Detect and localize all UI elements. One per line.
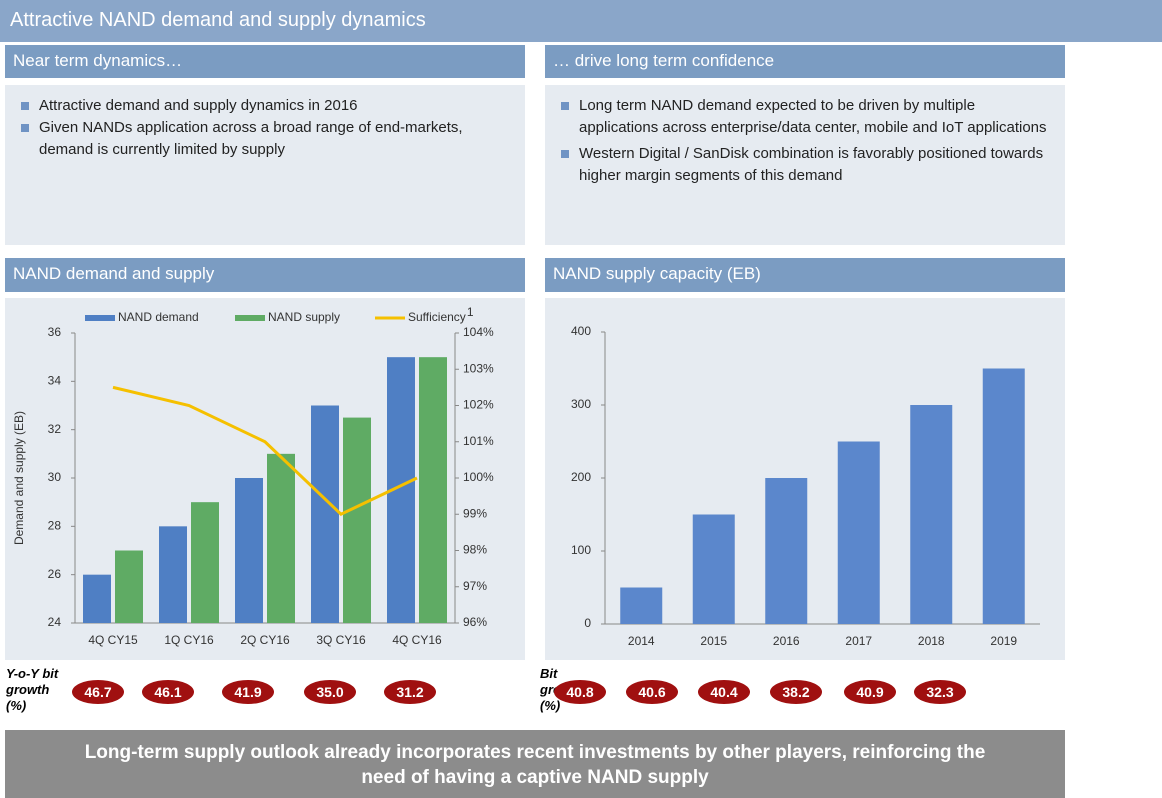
y-axis-label: Demand and supply (EB) [12,411,26,545]
y-tick-label: 100 [571,543,591,557]
y-tick-label: 30 [48,470,62,484]
bar [115,550,143,623]
y-tick-label: 0 [584,616,591,630]
growth-value: 38.2 [770,680,822,704]
growth-value: 40.9 [844,680,896,704]
line [112,385,418,517]
bar [620,587,663,624]
bar [311,405,339,623]
bar [83,574,111,623]
growth-value: 31.2 [384,680,436,704]
x-tick-label: 4Q CY15 [88,633,138,647]
bullets: Long term NAND demand expected to be dri… [559,95,1051,187]
x-tick-label: 2019 [990,634,1017,648]
text-panel: Long term NAND demand expected to be dri… [545,85,1065,245]
x-tick-label: 2018 [918,634,945,648]
bar [982,368,1025,624]
x-tick-label: 1Q CY16 [164,633,214,647]
growth-value: 40.6 [626,680,678,704]
y-tick-label: 24 [48,615,62,629]
section-header: … drive long term confidence [545,45,1065,78]
bullet: Given NANDs application across a broad r… [19,117,511,161]
x-tick-label: 2014 [628,634,655,648]
growth-value: 35.0 [304,680,356,704]
bullet: Western Digital / SanDisk combination is… [559,143,1051,187]
y-tick-label: 26 [48,567,62,581]
growth-value: 46.7 [72,680,124,704]
y-tick-label: 34 [48,374,62,388]
y-tick-label: 400 [571,324,591,338]
bar [191,502,219,623]
bullets: Attractive demand and supply dynamics in… [19,95,511,161]
footnote-marker: 1 [467,305,474,319]
bullet: Attractive demand and supply dynamics in… [19,95,511,117]
growth-value: 46.1 [142,680,194,704]
bar [692,514,735,624]
y2-tick-label: 98% [463,543,487,557]
y2-tick-label: 101% [463,434,494,448]
bar [910,405,953,624]
bar [267,453,295,623]
bullet: Long term NAND demand expected to be dri… [559,95,1051,139]
x-tick-label: 2017 [845,634,872,648]
bar [343,417,371,623]
y-tick-label: 28 [48,519,62,533]
y-tick-label: 300 [571,397,591,411]
legend-label: Sufficiency [408,310,466,324]
y2-tick-label: 97% [463,579,487,593]
growth-value: 41.9 [222,680,274,704]
legend-label: NAND demand [118,310,199,324]
y2-tick-label: 96% [463,615,487,629]
x-tick-label: 2015 [700,634,727,648]
y-tick-label: 200 [571,470,591,484]
x-tick-label: 4Q CY16 [392,633,442,647]
y2-tick-label: 103% [463,361,494,375]
bar [235,478,263,623]
growth-value: 40.4 [698,680,750,704]
y-tick-label: 36 [48,325,62,339]
bar [419,357,447,623]
title: Attractive NAND demand and supply dynami… [0,0,1162,42]
growth-label: Y-o-Y bit growth (%) [6,666,59,713]
growth-value: 32.3 [914,680,966,704]
x-tick-label: 2Q CY16 [240,633,290,647]
section-header: Near term dynamics… [5,45,525,78]
x-tick-label: 3Q CY16 [316,633,366,647]
bar [765,478,808,624]
y2-tick-label: 102% [463,398,494,412]
y-tick-label: 32 [48,422,62,436]
bar [837,441,880,624]
footer: Long-term supply outlook already incorpo… [5,730,1065,798]
legend-label: NAND supply [268,310,340,324]
bar [159,526,187,623]
text-panel: Attractive demand and supply dynamics in… [5,85,525,245]
growth-value: 40.8 [554,680,606,704]
x-tick-label: 2016 [773,634,800,648]
y2-tick-label: 100% [463,470,494,484]
y2-tick-label: 99% [463,506,487,520]
y2-tick-label: 104% [463,325,494,339]
section-header: NAND demand and supply [5,258,525,292]
section-header: NAND supply capacity (EB) [545,258,1065,292]
